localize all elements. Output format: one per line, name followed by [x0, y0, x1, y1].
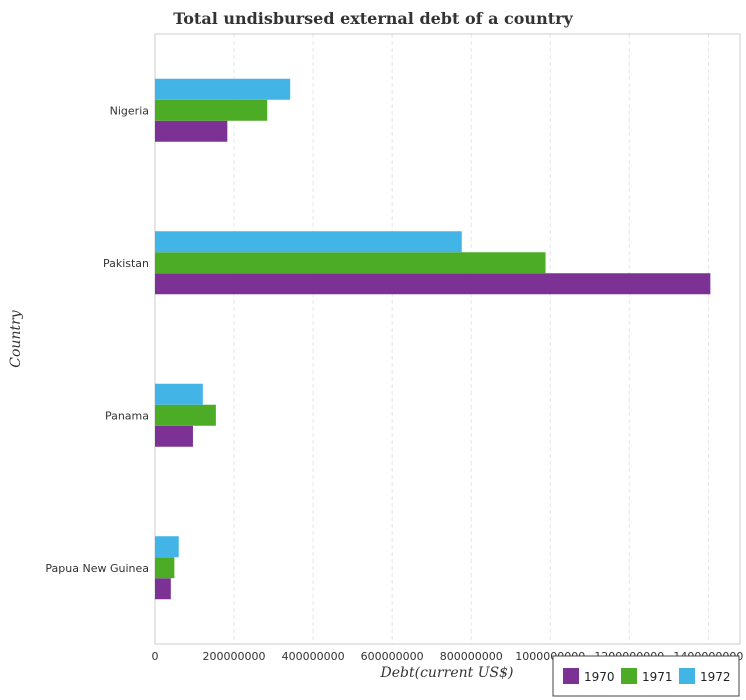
bar-papua-new-guinea-1970 — [155, 578, 171, 600]
legend-swatch-1971 — [621, 668, 637, 684]
bar-nigeria-1972 — [155, 78, 291, 100]
y-tick-label: Papua New Guinea — [45, 562, 149, 575]
bar-pakistan-1972 — [155, 231, 462, 253]
chart-title: Total undisbursed external debt of a cou… — [173, 9, 573, 28]
bar-panama-1971 — [155, 404, 216, 426]
y-axis-label: Country — [8, 309, 24, 367]
x-tick-label: 800000000 — [440, 650, 503, 663]
bar-panama-1970 — [155, 425, 193, 447]
legend-label-1970: 1970 — [584, 670, 615, 684]
x-tick-label: 400000000 — [282, 650, 345, 663]
legend-label-1972: 1972 — [700, 670, 731, 684]
legend-box — [552, 655, 740, 697]
bar-pakistan-1971 — [155, 252, 546, 274]
bars — [155, 78, 711, 600]
y-tick-label: Nigeria — [110, 104, 149, 117]
bar-papua-new-guinea-1972 — [155, 536, 179, 558]
legend-label-1971: 1971 — [642, 670, 673, 684]
legend: 1970 1971 1972 — [552, 655, 740, 697]
x-tick-label: 200000000 — [203, 650, 266, 663]
bar-panama-1972 — [155, 383, 203, 405]
x-axis-label: Debt(current US$) — [380, 665, 514, 681]
y-tick-label: Panama — [105, 409, 149, 422]
bar-nigeria-1971 — [155, 99, 268, 121]
y-tick-label: Pakistan — [103, 257, 149, 270]
x-tick-label: 0 — [152, 650, 159, 663]
grid-lines — [154, 34, 709, 644]
plot-area — [154, 33, 741, 645]
bar-papua-new-guinea-1971 — [155, 557, 175, 579]
legend-swatch-1972 — [679, 668, 695, 684]
y-tick-labels: Nigeria Pakistan Panama Papua New Guinea — [45, 104, 149, 575]
bar-pakistan-1970 — [155, 273, 711, 295]
legend-swatch-1970 — [563, 668, 579, 684]
bar-nigeria-1970 — [155, 120, 228, 142]
x-tick-label: 600000000 — [361, 650, 424, 663]
